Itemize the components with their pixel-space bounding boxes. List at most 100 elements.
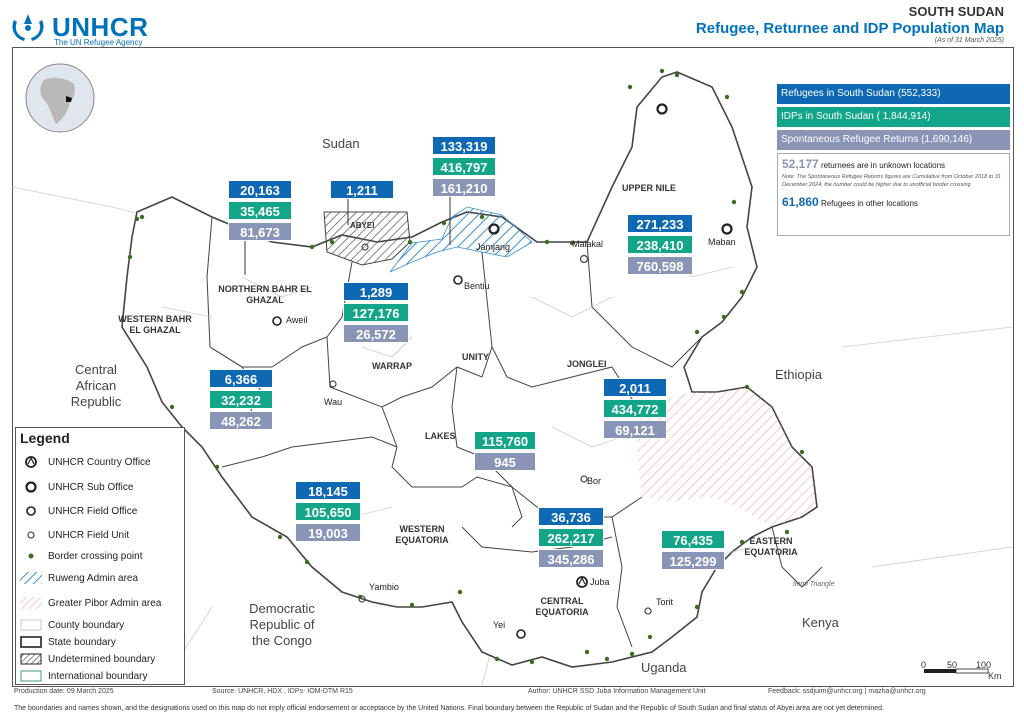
nbeg-refugees: 20,163 — [228, 180, 292, 199]
scale-bar — [924, 668, 989, 674]
other-refugees-value: 61,860 — [782, 195, 819, 209]
globe-inset-icon — [25, 63, 95, 133]
legend-item-ruweng: Ruweng Admin area — [20, 570, 138, 588]
legend-item-field-office: UNHCR Field Office — [20, 503, 137, 521]
city-label-yei: Yei — [493, 620, 506, 630]
other-refugees-text: Refugees in other locations — [820, 199, 918, 208]
ceq-returns: 345,286 — [538, 549, 604, 568]
country-label-uganda: Uganda — [641, 660, 687, 675]
returns-note: Note: The Spontaneous Refugee Returns fi… — [782, 174, 1001, 188]
upper-nile-idps: 238,410 — [627, 235, 693, 254]
state-label-upper-nile: UPPER NILE — [622, 183, 677, 193]
ceq-refugees: 36,736 — [538, 507, 604, 526]
unity-returns: 161,210 — [432, 178, 496, 197]
legend-item-international: International boundary — [20, 668, 148, 686]
unity-idps: 416,797 — [432, 157, 496, 176]
country-label-drc: Democratic Republic of the Congo — [249, 601, 315, 648]
state-label-abyei: ABYEI — [350, 221, 375, 230]
county-boundaries — [161, 246, 753, 558]
upper-nile-refugees: 271,233 — [627, 214, 693, 233]
footer-disclaimer: The boundaries and names shown, and the … — [14, 705, 884, 712]
summary-refugees: Refugees in South Sudan (552,333) — [777, 84, 1010, 104]
footer-feedback: Feedback: ssdjuim@unhcr.org | mazha@unhc… — [768, 688, 926, 695]
ceq-idps: 262,217 — [538, 528, 604, 547]
wbeg-returns: 48,262 — [209, 411, 273, 430]
weq-refugees: 18,145 — [295, 481, 361, 500]
city-label-wau: Wau — [324, 397, 343, 407]
map-date: (As of 31 March 2025) — [934, 37, 1004, 44]
city-label-jamjang: Jamjang — [476, 242, 511, 252]
jonglei-returns: 69,121 — [603, 420, 667, 439]
jonglei-refugees: 2,011 — [603, 378, 667, 397]
state-label-weq: WESTERN EQUATORIA — [395, 524, 449, 545]
legend-item-county: County boundary — [20, 617, 124, 635]
ruweng-area — [389, 206, 533, 273]
map-country: SOUTH SUDAN — [908, 4, 1004, 19]
footer-author: Author: UNHCR SSD Juba Information Manag… — [528, 688, 706, 695]
scale-unit: Km — [988, 671, 1002, 681]
lakes-idps: 115,760 — [474, 431, 536, 450]
city-label-aweil: Aweil — [286, 315, 308, 325]
nbeg-returns: 81,673 — [228, 222, 292, 241]
scale-tick-0: 0 — [921, 660, 927, 670]
nbeg-idps: 35,465 — [228, 201, 292, 220]
warrap-refugees: 1,289 — [343, 282, 409, 301]
state-label-lakes: LAKES — [425, 431, 456, 441]
city-label-bor: Bor — [587, 476, 602, 486]
legend-item-pibor: Greater Pibor Admin area — [20, 595, 161, 613]
org-name: UNHCR — [52, 12, 149, 42]
city-label-maban: Maban — [708, 237, 736, 247]
legend-item-sub-office: UNHCR Sub Office — [20, 479, 133, 497]
eeq-returns: 125,299 — [661, 551, 725, 570]
country-label-kenya: Kenya — [802, 615, 839, 630]
country-label-sudan: Sudan — [322, 136, 360, 151]
footer-production: Production date: 09 March 2025 — [14, 688, 114, 695]
unhcr-logo-icon — [12, 14, 44, 41]
state-label-unity: UNITY — [462, 352, 489, 362]
wbeg-idps: 32,232 — [209, 390, 273, 409]
summary-idps: IDPs in South Sudan ( 1,844,914) — [777, 107, 1010, 127]
state-label-eeq: EASTERN EQUATORIA — [744, 536, 798, 557]
city-label-yambio: Yambio — [369, 582, 399, 592]
city-label-malakal: Malakal — [572, 239, 604, 249]
legend-item-country-office: UNHCR Country Office — [20, 454, 151, 472]
office-symbols — [272, 103, 733, 639]
weq-idps: 105,650 — [295, 502, 361, 521]
summary-panel: Refugees in South Sudan (552,333) IDPs i… — [777, 84, 1010, 236]
map-title: Refugee, Returnee and IDP Population Map — [695, 20, 1004, 37]
city-label-torit: Torit — [656, 597, 674, 607]
city-label-juba: Juba — [590, 577, 610, 587]
city-label-bentiu: Bentiu — [464, 281, 490, 291]
scale-tick-50: 50 — [947, 660, 958, 670]
greater-pibor-area — [637, 387, 817, 527]
org-tagline: The UN Refugee Agency — [54, 38, 143, 47]
abyei-refugees: 1,211 — [330, 180, 394, 199]
summary-returns: Spontaneous Refugee Returns (1,690,146) — [777, 130, 1010, 150]
wbeg-refugees: 6,366 — [209, 369, 273, 388]
eeq-idps: 76,435 — [661, 530, 725, 549]
legend-item-border-point: Border crossing point — [20, 548, 143, 566]
state-label-ilemi: Ilemi Triangle — [793, 581, 835, 588]
jonglei-idps: 434,772 — [603, 399, 667, 418]
lakes-returns: 945 — [474, 452, 536, 471]
summary-notes: 52,177 returnees are in unknown location… — [777, 153, 1010, 236]
unity-refugees: 133,319 — [432, 136, 496, 155]
leader-lines — [244, 197, 451, 275]
legend-item-state: State boundary — [20, 634, 116, 652]
legend-title: Legend — [20, 430, 70, 446]
legend-item-field-unit: UNHCR Field Unit — [20, 527, 129, 545]
unknown-returns-value: 52,177 — [782, 157, 819, 171]
warrap-idps: 127,176 — [343, 303, 409, 322]
state-label-nbeg: NORTHERN BAHR EL GHAZAL — [218, 284, 312, 305]
warrap-returns: 26,572 — [343, 324, 409, 343]
state-label-jonglei: JONGLEI — [567, 359, 607, 369]
upper-nile-returns: 760,598 — [627, 256, 693, 275]
state-label-ceq: CENTRAL EQUATORIA — [535, 596, 589, 617]
state-label-wbeg: WESTERN BAHR EL GHAZAL — [118, 314, 192, 335]
state-label-warrap: WARRAP — [372, 361, 412, 371]
footer-source: Source: UNHCR, HDX , IDPs- IOM-DTM R15 — [212, 688, 353, 695]
legend-item-undetermined: Undetermined boundary — [20, 651, 155, 669]
scale-tick-100: 100 — [976, 660, 992, 670]
country-label-ethiopia: Ethiopia — [775, 367, 822, 382]
weq-returns: 19,003 — [295, 523, 361, 542]
